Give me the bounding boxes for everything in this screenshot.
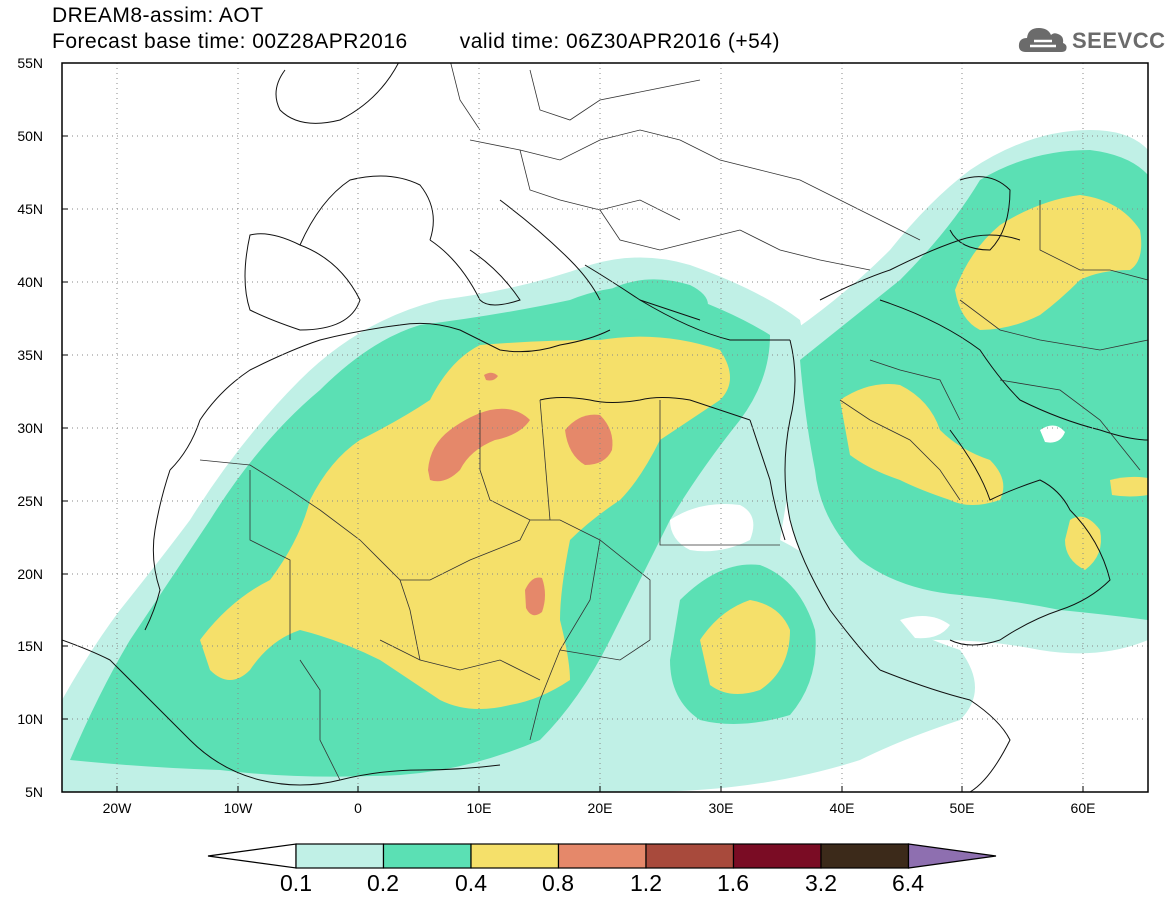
colorbar-segment-above-max xyxy=(907,843,997,869)
aot-field xyxy=(62,130,1148,792)
base-time-label: Forecast base time: 00Z28APR2016 xyxy=(52,30,408,53)
map-title: DREAM8-assim: AOT xyxy=(52,4,264,27)
colorbar-segment xyxy=(820,843,910,869)
colorbar-label: 0.4 xyxy=(455,870,487,896)
political-borders xyxy=(199,63,1148,781)
lon-label: 30E xyxy=(709,800,734,816)
lat-label: 55N xyxy=(17,55,43,71)
colorbar-segment xyxy=(470,843,560,869)
lat-label: 25N xyxy=(17,493,43,509)
lon-label: 60E xyxy=(1071,800,1096,816)
colorbar-segment xyxy=(295,843,385,869)
lat-label: 50N xyxy=(17,128,43,144)
colorbar-label: 0.1 xyxy=(280,870,312,896)
colorbar-segment xyxy=(557,843,647,869)
lat-label: 20N xyxy=(17,566,43,582)
colorbar xyxy=(207,843,997,869)
colorbar-label: 1.6 xyxy=(717,870,749,896)
coastlines xyxy=(62,63,1148,792)
lat-label: 5N xyxy=(25,784,43,800)
cloud-icon xyxy=(1018,28,1067,52)
longitude-labels: 20W 10W 0 10E 20E 30E 40E 50E 60E xyxy=(103,800,1096,816)
lon-label: 0 xyxy=(354,800,362,816)
colorbar-label: 1.2 xyxy=(630,870,662,896)
axis-ticks xyxy=(62,62,1084,792)
lon-label: 20W xyxy=(103,800,133,816)
colorbar-segment xyxy=(382,843,472,869)
colorbar-label: 6.4 xyxy=(892,870,924,896)
lon-label: 10W xyxy=(224,800,254,816)
lon-label: 20E xyxy=(588,800,613,816)
lat-label: 35N xyxy=(17,347,43,363)
forecast-times: Forecast base time: 00Z28APR2016 valid ti… xyxy=(52,30,780,54)
lat-lon-grid xyxy=(62,63,1148,792)
lat-label: 40N xyxy=(17,274,43,290)
colorbar-label: 0.8 xyxy=(542,870,574,896)
lat-label: 45N xyxy=(17,201,43,217)
seevccc-logo: SEEVCCC xyxy=(1018,22,1165,58)
lat-label: 30N xyxy=(17,420,43,436)
colorbar-segment xyxy=(732,843,822,869)
lon-label: 10E xyxy=(467,800,492,816)
colorbar-segment xyxy=(645,843,735,869)
lon-label: 50E xyxy=(950,800,975,816)
valid-time-label: valid time: 06Z30APR2016 (+54) xyxy=(459,30,780,53)
lat-label: 10N xyxy=(17,711,43,727)
lat-label: 15N xyxy=(17,638,43,654)
colorbar-label: 3.2 xyxy=(805,870,837,896)
logo-text: SEEVCCC xyxy=(1072,28,1165,53)
latitude-labels: 55N 50N 45N 40N 35N 30N 25N 20N 15N 10N … xyxy=(17,55,43,800)
colorbar-label: 0.2 xyxy=(367,870,399,896)
lon-label: 40E xyxy=(830,800,855,816)
colorbar-segment-below-min xyxy=(207,843,297,869)
